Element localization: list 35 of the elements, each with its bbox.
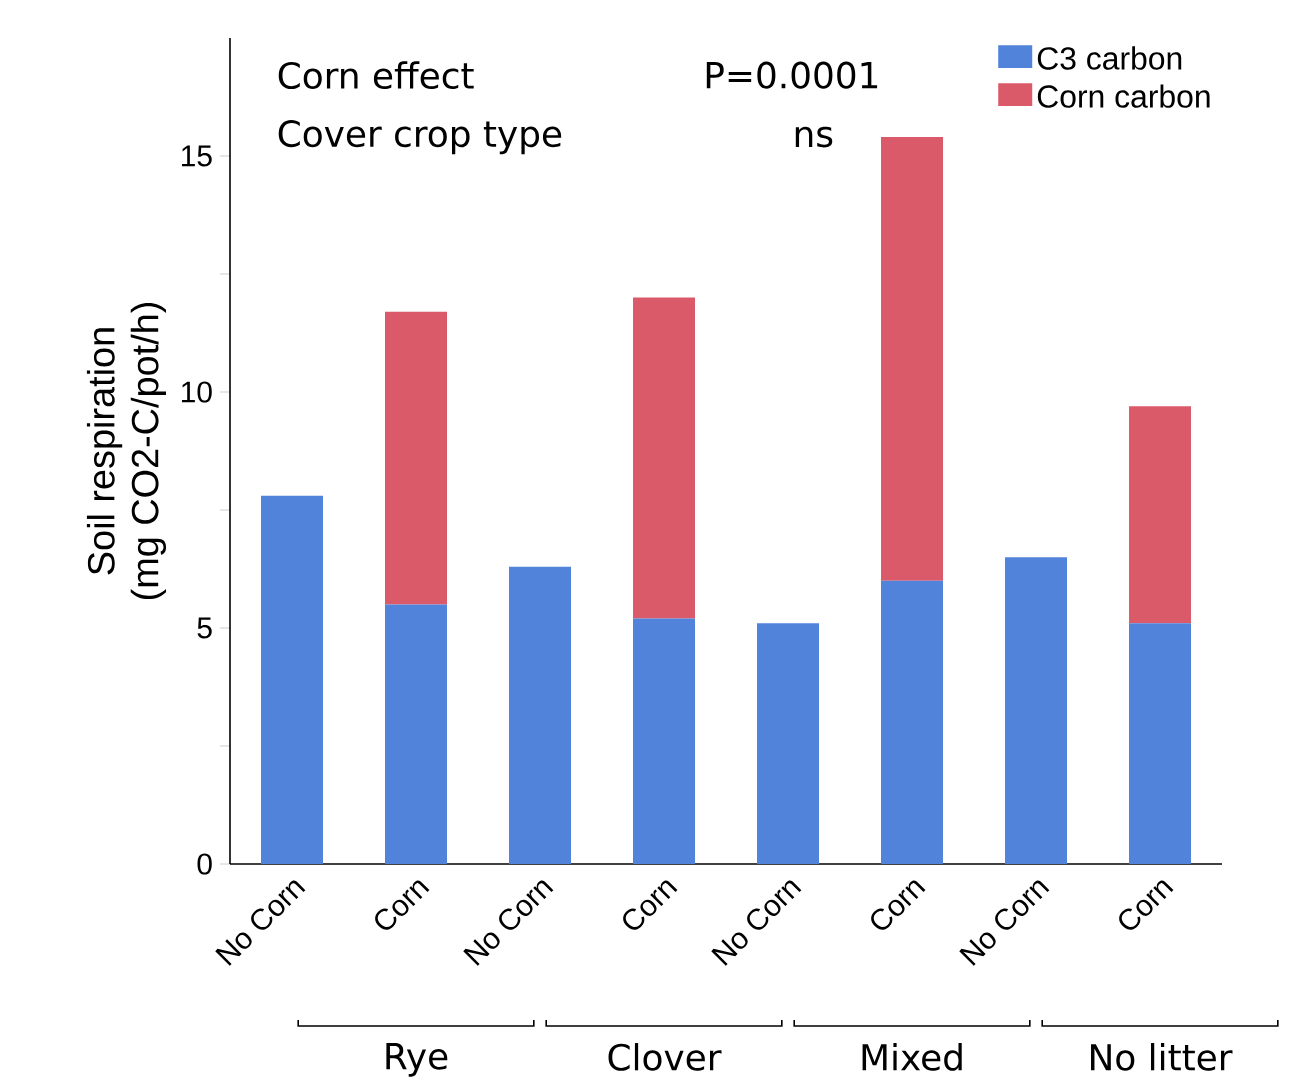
y-tick-label: 15 bbox=[181, 145, 212, 167]
annotation: Cover crop type bbox=[278, 120, 562, 155]
y-tick-label: 5 bbox=[197, 617, 212, 639]
x-tick-label: Corn bbox=[871, 880, 926, 930]
x-tick-label: No Corn bbox=[959, 880, 1050, 966]
legend-label: Corn carbon bbox=[1037, 84, 1210, 108]
text: Mixed bbox=[862, 1043, 962, 1071]
y-tick-label: 10 bbox=[181, 381, 212, 403]
bar bbox=[1005, 557, 1068, 865]
bar bbox=[1129, 406, 1192, 624]
y-axis-title: Soil respiration (mg CO2-C/pot/h) bbox=[86, 302, 167, 600]
annotation: P=0.0001 bbox=[706, 61, 878, 89]
bar bbox=[633, 297, 696, 619]
text: Rye bbox=[386, 1043, 448, 1077]
bar bbox=[385, 311, 447, 605]
bar bbox=[385, 604, 447, 865]
annotation: Corn effect bbox=[278, 61, 474, 90]
bar bbox=[261, 495, 323, 865]
bar bbox=[757, 623, 820, 865]
text: Clover bbox=[608, 1043, 722, 1071]
legend-label: C3 carbon bbox=[1037, 46, 1182, 70]
x-tick-label: Corn bbox=[375, 880, 430, 930]
bar bbox=[633, 618, 696, 865]
bar bbox=[509, 566, 572, 865]
bar bbox=[881, 137, 944, 581]
bar bbox=[1129, 623, 1192, 865]
bar bbox=[881, 580, 944, 865]
x-tick-label: Corn bbox=[1119, 880, 1174, 930]
x-tick-label: No Corn bbox=[215, 880, 306, 966]
y-tick-label: 0 bbox=[197, 853, 212, 875]
x-tick-label: Corn bbox=[623, 880, 678, 930]
text: No litter bbox=[1091, 1043, 1233, 1071]
annotation: ns bbox=[795, 126, 833, 148]
x-tick-label: No Corn bbox=[463, 880, 554, 966]
x-tick-label: No Corn bbox=[711, 880, 802, 966]
